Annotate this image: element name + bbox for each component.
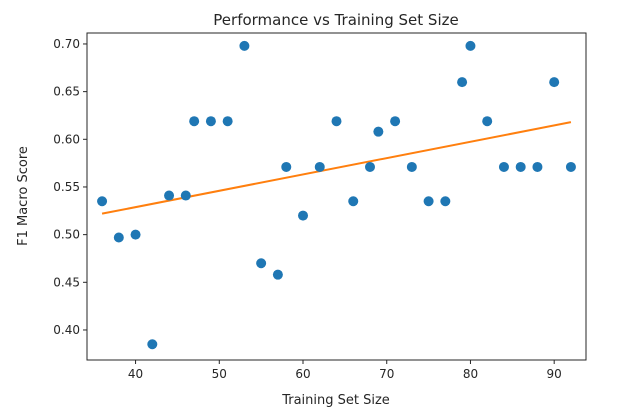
- y-tick-label: 0.50: [53, 228, 80, 242]
- scatter-point: [189, 116, 200, 127]
- scatter-point: [465, 40, 476, 51]
- scatter-point: [130, 229, 141, 240]
- scatter-point: [180, 190, 191, 201]
- scatter-point: [498, 161, 509, 172]
- scatter-point: [164, 190, 175, 201]
- scatter-point: [272, 269, 283, 280]
- y-tick-label: 0.40: [53, 323, 80, 337]
- scatter-point: [549, 77, 560, 88]
- plot-area: [87, 33, 586, 360]
- scatter-point: [256, 258, 267, 269]
- x-tick-label: 90: [547, 367, 562, 381]
- x-tick-label: 80: [463, 367, 478, 381]
- scatter-point: [331, 116, 342, 127]
- trend-line: [101, 121, 572, 215]
- y-tick-label: 0.55: [53, 180, 80, 194]
- scatter-point: [239, 40, 250, 51]
- scatter-point: [457, 77, 468, 88]
- scatter-point: [348, 196, 359, 207]
- chart-title: Performance vs Training Set Size: [213, 11, 458, 29]
- scatter-point: [390, 116, 401, 127]
- y-tick-label: 0.45: [53, 275, 80, 289]
- scatter-point: [222, 116, 233, 127]
- x-axis-label: Training Set Size: [281, 393, 390, 408]
- x-ticks: 40 50 60 70 80 90: [128, 360, 562, 381]
- x-tick-label: 70: [379, 367, 394, 381]
- x-tick-label: 60: [295, 367, 310, 381]
- scatter-point: [147, 339, 158, 350]
- scatter-point: [281, 161, 292, 172]
- scatter-point: [314, 161, 325, 172]
- scatter-point: [406, 161, 417, 172]
- x-tick-label: 40: [128, 367, 143, 381]
- points-layer: [97, 40, 576, 350]
- y-tick-label: 0.60: [53, 132, 80, 146]
- scatter-point: [373, 126, 384, 137]
- scatter-point: [565, 161, 576, 172]
- scatter-point: [440, 196, 451, 207]
- y-tick-label: 0.65: [53, 85, 80, 99]
- scatter-point: [205, 116, 216, 127]
- y-ticks: 0.40 0.45 0.50 0.55 0.60 0.65 0.70: [53, 37, 87, 337]
- y-axis-label: F1 Macro Score: [16, 146, 31, 246]
- x-tick-label: 50: [212, 367, 227, 381]
- y-tick-label: 0.70: [53, 37, 80, 51]
- scatter-point: [364, 161, 375, 172]
- plot-frame: [86, 32, 587, 361]
- scatter-point: [423, 196, 434, 207]
- fit-line-layer: [101, 121, 572, 215]
- scatter-point: [113, 232, 124, 243]
- scatter-point: [298, 210, 309, 221]
- scatter-point: [97, 196, 108, 207]
- scatter-point: [482, 116, 493, 127]
- scatter-point: [515, 161, 526, 172]
- scatter-point: [532, 161, 543, 172]
